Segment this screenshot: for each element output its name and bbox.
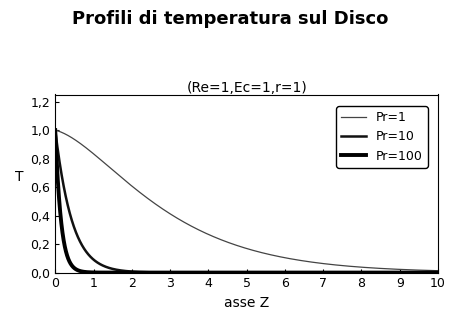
Pr=10: [199, 271, 205, 275]
Line: Pr=1: Pr=1: [55, 130, 438, 271]
Pr=1: [96, 156, 101, 160]
Pr=100: [386, 271, 392, 275]
Pr=1: [428, 268, 433, 272]
Line: Pr=10: Pr=10: [55, 130, 438, 273]
Pr=10: [96, 262, 101, 266]
Pr=100: [199, 271, 205, 275]
Pr=10: [216, 271, 221, 275]
Pr=1: [216, 237, 221, 241]
Pr=1: [386, 267, 392, 271]
Pr=1: [199, 229, 205, 233]
Pr=100: [53, 128, 58, 132]
Title: (Re=1,Ec=1,r=1): (Re=1,Ec=1,r=1): [186, 81, 307, 95]
Pr=1: [119, 176, 124, 179]
Pr=1: [435, 269, 441, 273]
Pr=100: [428, 271, 433, 275]
Pr=10: [53, 128, 58, 132]
Pr=10: [435, 271, 441, 275]
X-axis label: asse Z: asse Z: [224, 296, 269, 310]
Pr=10: [428, 271, 433, 275]
Pr=10: [386, 271, 392, 275]
Pr=10: [119, 268, 124, 272]
Line: Pr=100: Pr=100: [55, 130, 438, 273]
Pr=100: [96, 271, 101, 275]
Text: Profili di temperatura sul Disco: Profili di temperatura sul Disco: [72, 10, 389, 28]
Pr=1: [53, 128, 58, 132]
Y-axis label: T: T: [15, 170, 24, 184]
Pr=100: [435, 271, 441, 275]
Pr=100: [119, 271, 124, 275]
Legend: Pr=1, Pr=10, Pr=100: Pr=1, Pr=10, Pr=100: [336, 106, 428, 168]
Pr=100: [216, 271, 221, 275]
